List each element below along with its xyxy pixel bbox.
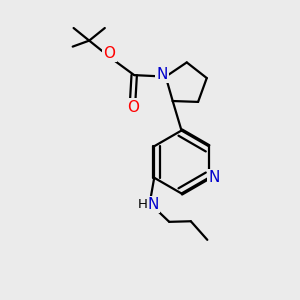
- Text: H: H: [138, 198, 148, 211]
- Text: N: N: [148, 197, 159, 212]
- Text: N: N: [156, 67, 168, 82]
- Text: N: N: [208, 170, 220, 185]
- Text: O: O: [127, 100, 139, 115]
- Text: O: O: [103, 46, 115, 61]
